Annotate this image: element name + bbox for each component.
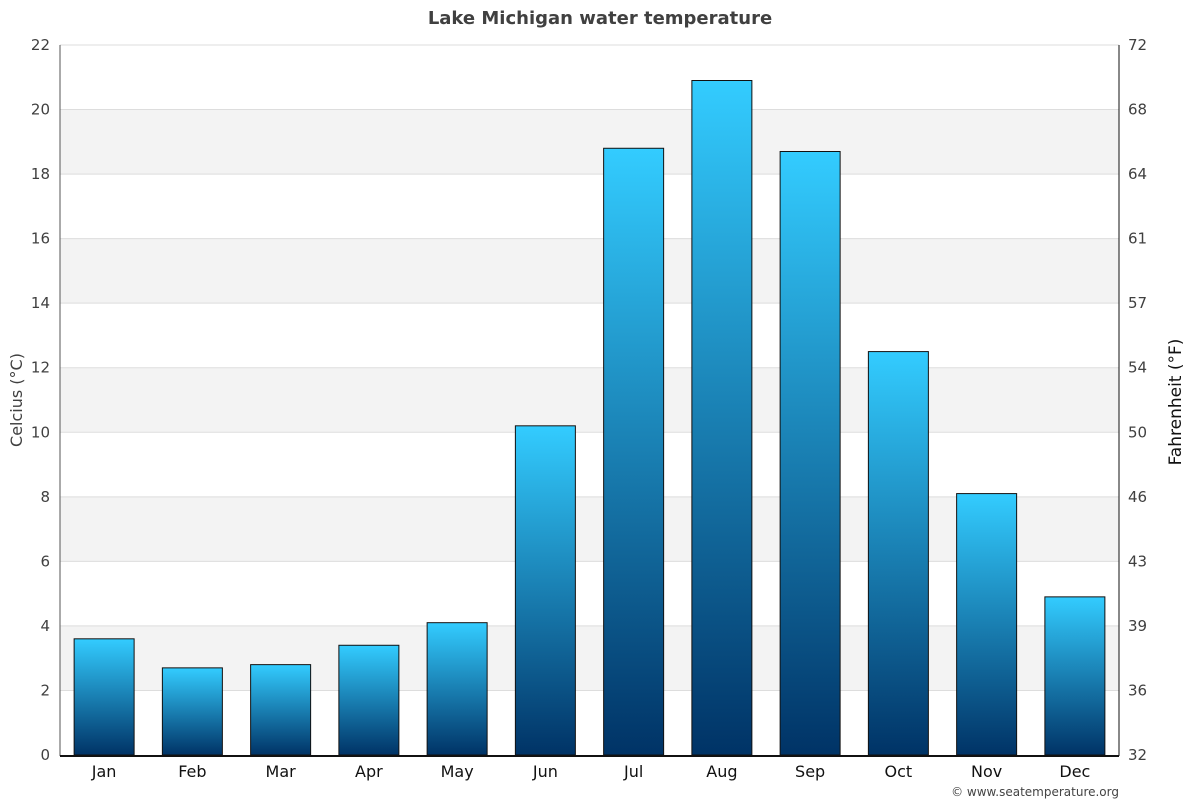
- plot-band: [60, 367, 1119, 433]
- y2-tick-label: 68: [1128, 101, 1147, 119]
- plot-bands: [60, 109, 1119, 691]
- y-axis-label: Celcius (°C): [7, 353, 26, 447]
- y-tick-label: 4: [40, 617, 50, 635]
- y-tick-label: 6: [40, 552, 50, 570]
- bar-jan: [73, 638, 135, 756]
- bar-nov: [956, 493, 1018, 756]
- bar-dec: [1044, 596, 1106, 756]
- x-tick-label: May: [441, 762, 474, 781]
- bar-mar: [250, 664, 312, 756]
- bar-jun: [514, 425, 576, 756]
- y2-tick-label: 54: [1128, 359, 1147, 377]
- y-tick-label: 0: [40, 746, 50, 764]
- y-tick-label: 22: [31, 36, 50, 54]
- bar-oct: [867, 351, 929, 756]
- y-tick-label: 14: [31, 294, 50, 312]
- y-tick-label: 18: [31, 165, 50, 183]
- plot-band: [60, 109, 1119, 175]
- x-tick-labels: Jan Feb Mar Apr May Jun Jul Aug Sep Oct Nov Dec: [91, 762, 1091, 781]
- y2-tick-labels: 32 36 39 43 46 50 54 57 61 64 68 72: [1128, 36, 1147, 764]
- x-tick-label: Jul: [623, 762, 643, 781]
- x-tick-label: Feb: [178, 762, 206, 781]
- y-tick-label: 2: [40, 681, 50, 699]
- bar-sep: [779, 151, 841, 756]
- y2-tick-label: 43: [1128, 552, 1147, 570]
- x-tick-label: Mar: [266, 762, 297, 781]
- x-tick-label: Apr: [355, 762, 383, 781]
- bars: [73, 80, 1106, 756]
- y2-axis-label: Fahrenheit (°F): [1166, 339, 1186, 466]
- chart-title: Lake Michigan water temperature: [428, 8, 772, 29]
- x-tick-label: Dec: [1059, 762, 1090, 781]
- bar-may: [426, 622, 488, 756]
- bar-feb: [161, 667, 223, 756]
- y2-tick-label: 50: [1128, 423, 1147, 441]
- y2-tick-label: 72: [1128, 36, 1147, 54]
- y2-tick-label: 64: [1128, 165, 1147, 183]
- y-tick-label: 20: [31, 101, 50, 119]
- credit-text: © www.seatemperature.org: [951, 785, 1119, 799]
- y2-tick-label: 61: [1128, 230, 1147, 248]
- y2-tick-label: 39: [1128, 617, 1147, 635]
- x-tick-label: Oct: [885, 762, 913, 781]
- x-tick-label: Sep: [795, 762, 825, 781]
- plot-band: [60, 238, 1119, 304]
- y-tick-labels: 0 2 4 6 8 10 12 14 16 18 20 22: [31, 36, 50, 764]
- y-tick-label: 8: [40, 488, 50, 506]
- bar-jul: [603, 147, 665, 756]
- y2-tick-label: 32: [1128, 746, 1147, 764]
- y2-tick-label: 57: [1128, 294, 1147, 312]
- x-tick-label: Nov: [971, 762, 1002, 781]
- y-tick-label: 10: [31, 423, 50, 441]
- x-tick-label: Jan: [91, 762, 117, 781]
- plot-band: [60, 625, 1119, 691]
- x-tick-label: Jun: [532, 762, 558, 781]
- y-tick-label: 12: [31, 359, 50, 377]
- y2-tick-label: 46: [1128, 488, 1147, 506]
- x-tick-label: Aug: [706, 762, 737, 781]
- bar-apr: [338, 644, 400, 756]
- bar-aug: [691, 80, 753, 756]
- y2-tick-label: 36: [1128, 681, 1147, 699]
- plot-band: [60, 496, 1119, 562]
- y-tick-label: 16: [31, 230, 50, 248]
- gridlines: [60, 44, 1119, 691]
